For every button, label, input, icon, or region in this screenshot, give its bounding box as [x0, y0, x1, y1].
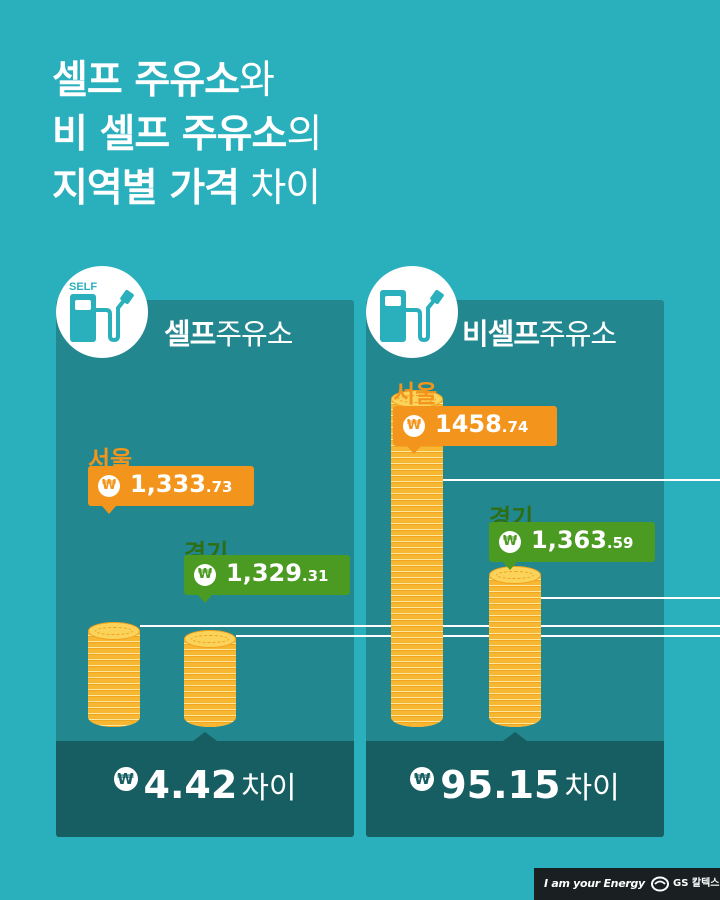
tag-pointer	[503, 562, 517, 570]
coin-stack-body	[88, 630, 140, 727]
won-icon: ₩	[403, 415, 425, 437]
self-gas-pump-icon: SELF	[69, 281, 134, 343]
price-decimal: .31	[301, 567, 329, 585]
coin-stack-top	[88, 621, 140, 640]
self-diff-suffix: 차이	[241, 771, 297, 806]
price-main: 1,333	[130, 470, 206, 498]
gs-logo-icon	[651, 876, 669, 892]
price-decimal: .73	[205, 478, 233, 496]
page-title: 셀프 주유소와 비 셀프 주유소의 지역별 가격 차이	[52, 54, 322, 216]
non-self-diff-notch	[503, 732, 527, 741]
title-line2-light: 의	[286, 112, 322, 157]
footer-brand: GS 칼텍스	[673, 878, 720, 889]
title-line2-bold: 비 셀프 주유소	[52, 112, 287, 157]
price-value: 1,329.31	[226, 559, 329, 587]
coin-stack-self-gyeonggi	[184, 629, 236, 727]
price-tag-non-self-gyeonggi: ₩ 1,363.59	[489, 522, 655, 570]
non-self-gas-pump-badge	[366, 266, 458, 358]
region-label-non-self-seoul: 서울	[393, 380, 438, 408]
won-icon: ₩	[410, 767, 435, 791]
won-icon: ₩	[194, 564, 216, 586]
title-line1-bold: 셀프 주유소	[52, 58, 240, 103]
won-icon: ₩	[113, 767, 138, 791]
won-icon: ₩	[499, 531, 521, 553]
tag-pointer	[102, 506, 116, 514]
self-badge-text: SELF	[69, 281, 97, 293]
price-value: 1458.74	[435, 410, 528, 438]
gas-pump-icon	[380, 290, 444, 343]
price-main: 1458	[435, 410, 502, 438]
price-decimal: .59	[606, 534, 634, 552]
coin-stack-body	[184, 638, 236, 727]
tag-pointer	[198, 595, 212, 603]
coin-stack-self-seoul	[88, 621, 140, 727]
non-self-price-difference: ₩95.15 차이	[366, 763, 664, 807]
footer-slogan: I am your Energy	[544, 877, 645, 890]
price-tag-non-self-seoul: ₩ 1458.74	[393, 406, 557, 454]
price-tag-self-gyeonggi: ₩ 1,329.31	[184, 555, 350, 603]
self-diff-value: 4.42	[143, 763, 238, 807]
non-self-diff-suffix: 차이	[564, 771, 620, 806]
reference-line-self-gyeonggi	[236, 635, 720, 637]
coin-stack-non-self-gyeonggi	[489, 566, 541, 727]
price-value: 1,333.73	[130, 470, 233, 498]
non-self-title-light: 주유소	[539, 317, 617, 351]
self-title-light: 주유소	[215, 317, 293, 351]
non-self-diff-value: 95.15	[440, 763, 561, 807]
non-self-panel-title: 비셀프주유소	[462, 311, 617, 353]
self-diff-bar: ₩4.42 차이	[56, 732, 354, 837]
price-main: 1,329	[226, 559, 302, 587]
won-icon: ₩	[98, 475, 120, 497]
self-gas-pump-badge: SELF	[56, 266, 148, 358]
coin-stack-top	[489, 566, 541, 585]
self-price-difference: ₩4.42 차이	[56, 763, 354, 807]
price-main: 1,363	[531, 526, 607, 554]
footer-brand-bar: I am your Energy GS 칼텍스	[534, 868, 720, 900]
coin-stack-top	[184, 629, 236, 648]
reference-line-non-self-gyeonggi	[541, 597, 720, 599]
title-line3-bold: 지역별 가격	[52, 166, 240, 211]
title-line1-light: 와	[238, 58, 275, 103]
reference-line-non-self-seoul	[443, 479, 720, 481]
non-self-diff-bar: ₩95.15 차이	[366, 732, 664, 837]
price-value: 1,363.59	[531, 526, 634, 554]
self-panel-title: 셀프주유소	[164, 311, 293, 353]
coin-stack-body	[489, 575, 541, 727]
tag-pointer	[407, 446, 421, 454]
self-title-bold: 셀프	[164, 317, 216, 351]
self-diff-notch	[193, 732, 217, 741]
title-line3-light: 차이	[238, 166, 321, 211]
price-decimal: .74	[501, 418, 529, 436]
price-tag-self-seoul: ₩ 1,333.73	[88, 466, 254, 514]
non-self-title-bold: 비셀프	[462, 317, 540, 351]
